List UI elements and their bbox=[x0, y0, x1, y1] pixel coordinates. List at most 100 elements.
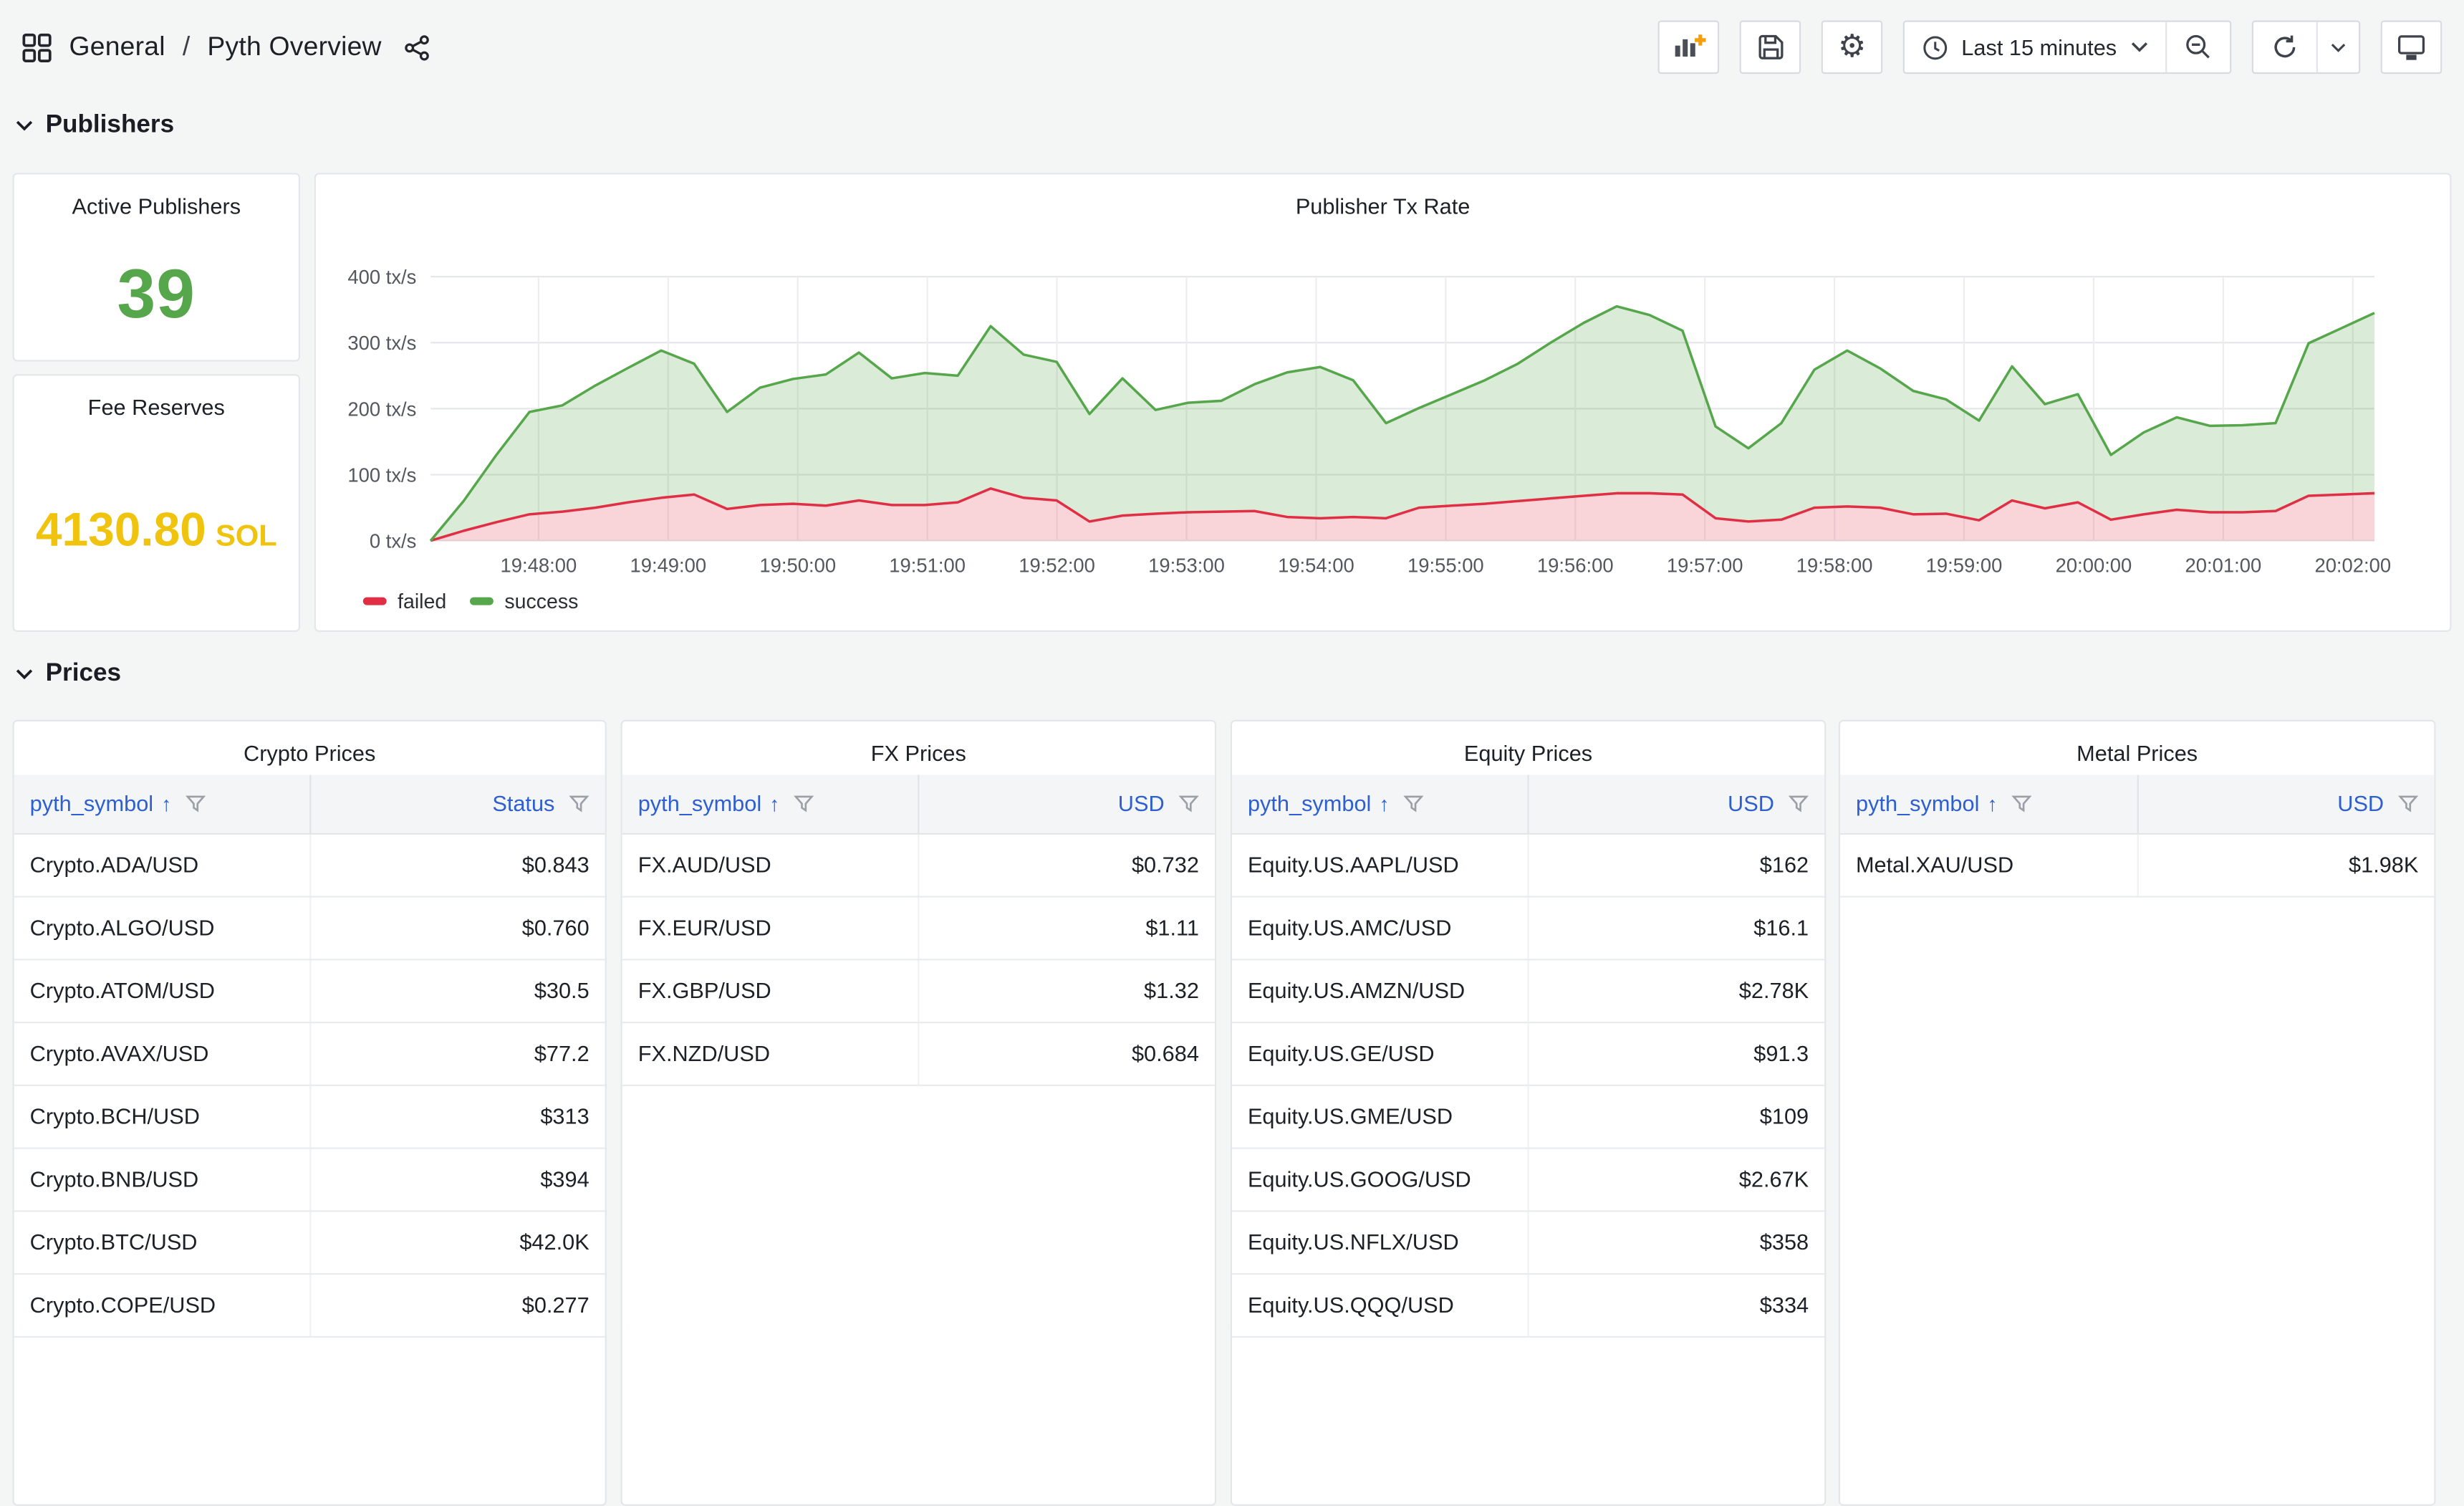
panel-title[interactable]: Fee Reserves bbox=[87, 394, 225, 420]
section-toggle-publishers[interactable]: Publishers bbox=[16, 112, 174, 140]
table-row: FX.NZD/USD $0.684 bbox=[622, 1022, 1215, 1085]
legend-item-failed[interactable]: failed bbox=[362, 590, 446, 613]
settings-gear-icon: ⚙ bbox=[1838, 29, 1867, 64]
prices-table: pyth_symbol ↑ USD Equity.US.AAPL/USD $162 E… bbox=[1232, 774, 1825, 1337]
chevron-down-icon bbox=[16, 120, 33, 131]
y-axis-tick-label: 100 tx/s bbox=[347, 464, 416, 486]
table-body: Equity.US.AAPL/USD $162 Equity.US.AMC/USD $… bbox=[1232, 833, 1825, 1337]
share-icon[interactable] bbox=[403, 34, 430, 60]
sort-ascending-arrow: ↑ bbox=[1379, 792, 1390, 816]
add-panel-icon bbox=[1674, 34, 1705, 57]
refresh-icon bbox=[2274, 35, 2296, 58]
legend-item-success[interactable]: success bbox=[470, 590, 578, 613]
column-header-value[interactable]: Status bbox=[309, 774, 605, 834]
table-panel-equity-prices: Equity Prices pyth_symbol ↑ USD Equity.US… bbox=[1230, 719, 1827, 1506]
x-axis-tick-label: 19:48:00 bbox=[501, 555, 577, 577]
section-title: Publishers bbox=[45, 111, 175, 139]
breadcrumb-separator: / bbox=[182, 31, 191, 62]
refresh-group bbox=[2251, 20, 2361, 75]
section-toggle-prices[interactable]: Prices bbox=[16, 660, 121, 688]
zoom-out-button[interactable] bbox=[2165, 21, 2230, 72]
filter-funnel-icon[interactable] bbox=[2397, 793, 2419, 814]
column-label: pyth_symbol bbox=[29, 791, 154, 817]
time-range-picker[interactable]: Last 15 minutes bbox=[1905, 22, 2165, 72]
failed-area-fill bbox=[430, 488, 2374, 541]
x-axis-tick-label: 19:51:00 bbox=[889, 555, 966, 577]
filter-funnel-icon[interactable] bbox=[2011, 793, 2032, 814]
cycle-view-mode-button[interactable] bbox=[2380, 20, 2443, 75]
value-cell: $30.5 bbox=[309, 959, 605, 1023]
add-panel-button[interactable] bbox=[1657, 20, 1720, 75]
value-cell: $313 bbox=[309, 1084, 605, 1148]
x-axis-tick-label: 19:55:00 bbox=[1407, 555, 1484, 577]
fee-reserves-value: 4130.80 SOL bbox=[36, 504, 277, 558]
fee-reserves-unit: SOL bbox=[215, 520, 277, 554]
table-body: Metal.XAU/USD $1.98K bbox=[1840, 833, 2435, 897]
x-axis-tick-label: 19:52:00 bbox=[1019, 555, 1095, 577]
column-header-pyth-symbol[interactable]: pyth_symbol ↑ bbox=[1840, 774, 2138, 834]
filter-funnel-icon[interactable] bbox=[1788, 793, 1809, 814]
column-label: USD bbox=[2337, 791, 2384, 817]
fee-reserves-number: 4130.80 bbox=[35, 504, 206, 557]
panel-title[interactable]: Active Publishers bbox=[72, 193, 241, 219]
column-header-pyth-symbol[interactable]: pyth_symbol ↑ bbox=[14, 774, 311, 834]
column-header-pyth-symbol[interactable]: pyth_symbol ↑ bbox=[1232, 774, 1529, 834]
symbol-cell: Equity.US.GE/USD bbox=[1232, 1022, 1529, 1085]
filter-funnel-icon[interactable] bbox=[1403, 793, 1424, 814]
refresh-interval-chevron-icon bbox=[2331, 42, 2346, 52]
value-cell: $91.3 bbox=[1528, 1022, 1825, 1085]
x-axis-tick-label: 20:00:00 bbox=[2056, 555, 2132, 577]
column-label: pyth_symbol bbox=[1855, 791, 1980, 817]
column-label: pyth_symbol bbox=[637, 791, 762, 817]
stat-panel-fee-reserves: Fee Reserves 4130.80 SOL bbox=[12, 374, 301, 632]
value-cell: $2.78K bbox=[1528, 959, 1825, 1023]
table-row: Crypto.ALGO/USD $0.760 bbox=[14, 896, 605, 960]
panel-title[interactable]: FX Prices bbox=[870, 740, 966, 766]
filter-funnel-icon[interactable] bbox=[569, 793, 589, 814]
filter-funnel-icon[interactable] bbox=[794, 793, 814, 814]
panel-title[interactable]: Crypto Prices bbox=[244, 740, 376, 766]
save-dashboard-icon bbox=[1758, 34, 1783, 59]
clock-icon bbox=[1923, 35, 1948, 59]
table-row: Crypto.ADA/USD $0.843 bbox=[14, 833, 605, 897]
column-header-value[interactable]: USD bbox=[918, 774, 1215, 834]
success-area-fill bbox=[430, 306, 2374, 541]
symbol-cell: Crypto.AVAX/USD bbox=[14, 1022, 311, 1085]
symbol-cell: Metal.XAU/USD bbox=[1840, 833, 2138, 897]
column-label: pyth_symbol bbox=[1247, 791, 1372, 817]
symbol-cell: FX.NZD/USD bbox=[622, 1022, 920, 1085]
table-row: Equity.US.AAPL/USD $162 bbox=[1232, 833, 1825, 897]
filter-funnel-icon[interactable] bbox=[1178, 793, 1199, 814]
table-row: FX.AUD/USD $0.732 bbox=[622, 833, 1215, 897]
table-panel-fx-prices: FX Prices pyth_symbol ↑ USD FX.AUD/USD $0.… bbox=[620, 719, 1217, 1506]
column-label: Status bbox=[492, 791, 555, 817]
column-header-value[interactable]: USD bbox=[2137, 774, 2435, 834]
panel-title[interactable]: Equity Prices bbox=[1463, 740, 1593, 766]
column-header-value[interactable]: USD bbox=[1528, 774, 1825, 834]
breadcrumb-dashboard-title[interactable]: Pyth Overview bbox=[207, 31, 382, 62]
y-axis-tick-label: 0 tx/s bbox=[370, 530, 417, 552]
value-cell: $42.0K bbox=[309, 1210, 605, 1275]
filter-funnel-icon[interactable] bbox=[186, 793, 206, 814]
symbol-cell: Crypto.ALGO/USD bbox=[14, 896, 311, 960]
x-axis-tick-label: 19:59:00 bbox=[1926, 555, 2003, 577]
value-cell: $2.67K bbox=[1528, 1147, 1825, 1212]
refresh-interval-dropdown[interactable] bbox=[2316, 21, 2359, 72]
column-header-pyth-symbol[interactable]: pyth_symbol ↑ bbox=[622, 774, 920, 834]
x-axis-tick-label: 19:49:00 bbox=[630, 555, 706, 577]
apps-grid-icon[interactable] bbox=[22, 32, 52, 62]
breadcrumb: General / Pyth Overview bbox=[22, 32, 430, 63]
value-cell: $1.32 bbox=[918, 959, 1215, 1023]
refresh-button[interactable] bbox=[2253, 22, 2316, 72]
table-row: Equity.US.NFLX/USD $358 bbox=[1232, 1210, 1825, 1275]
time-range-label: Last 15 minutes bbox=[1961, 34, 2117, 60]
failed-series-line bbox=[430, 487, 2375, 542]
top-navigation-bar: General / Pyth Overview bbox=[0, 0, 2464, 95]
panel-title[interactable]: Publisher Tx Rate bbox=[1295, 193, 1471, 219]
save-dashboard-button[interactable] bbox=[1739, 20, 1801, 75]
breadcrumb-folder[interactable]: General bbox=[69, 31, 165, 62]
panel-title[interactable]: Metal Prices bbox=[2076, 740, 2198, 766]
dashboard-settings-button[interactable]: ⚙ bbox=[1821, 20, 1883, 75]
publisher-tx-rate-chart[interactable]: 400 tx/s 300 tx/s 200 tx/s 100 tx/s 0 tx/s 19… bbox=[319, 234, 2450, 586]
